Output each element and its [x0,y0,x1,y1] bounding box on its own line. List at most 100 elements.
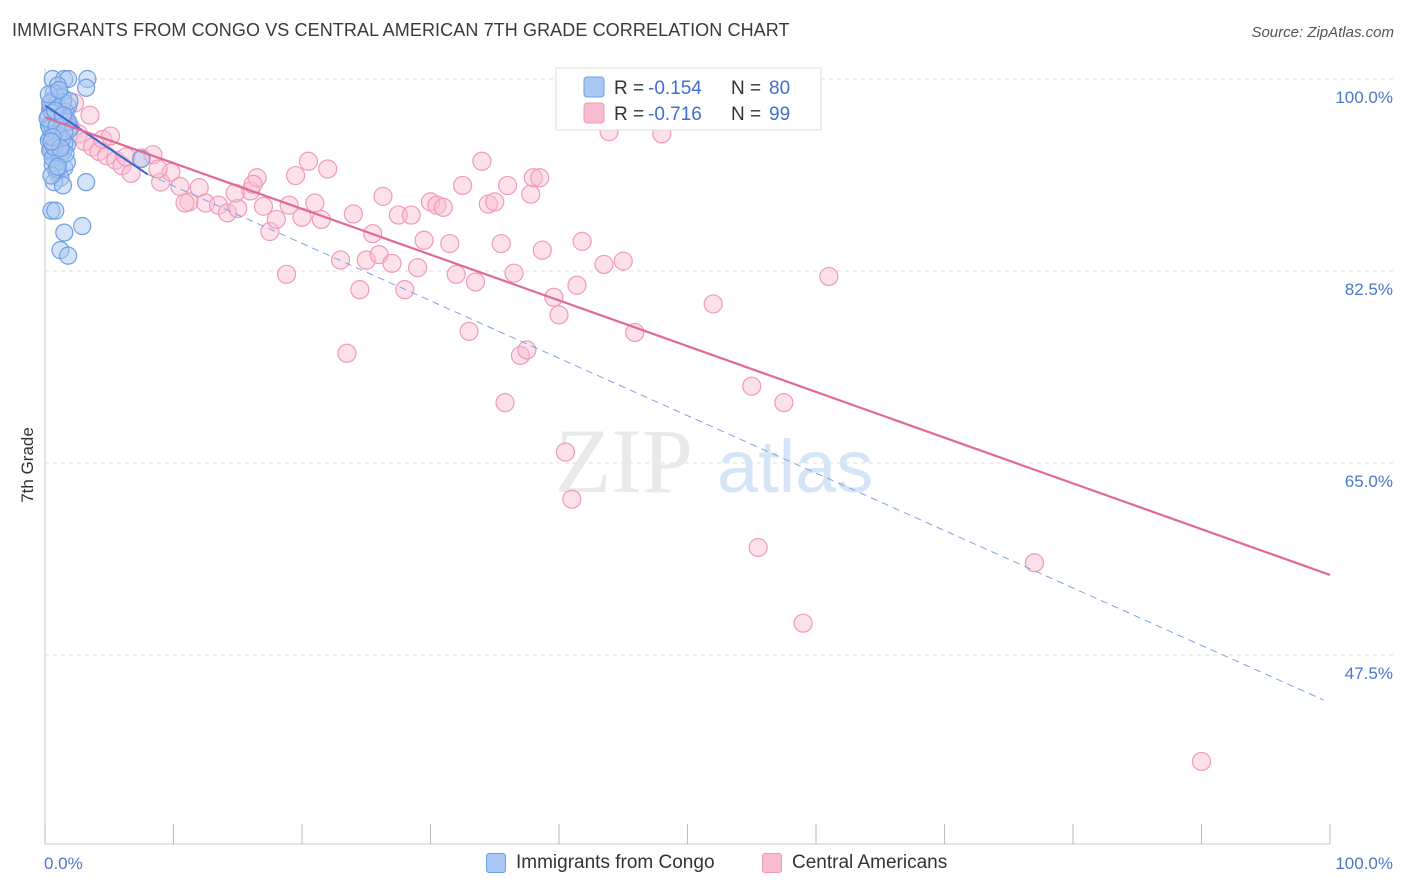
y-tick-label-3: 47.5% [1345,664,1393,683]
central-point-93 [175,193,195,213]
central-point-27 [266,209,286,230]
central-point-35 [318,159,338,179]
central-point-37 [337,343,357,363]
bottom-legend-swatch-central [762,853,782,873]
congo-point-4 [77,78,96,97]
x-tick-label-0: 0.0% [44,854,83,873]
bottom-legend-label-central: Central Americans [792,852,948,873]
central-point-64 [504,263,524,283]
congo-point-71 [50,80,69,100]
central-point-73 [555,442,576,462]
bottom-legend-congo: Immigrants from Congo [486,852,715,874]
x-tick-label-1: 100.0% [1335,854,1393,873]
legend-swatch-congo [583,76,605,98]
congo-point-34 [77,173,96,192]
central-point-79 [613,251,633,271]
legend-n-value-congo: 80 [769,78,790,99]
source-label: Source: ZipAtlas.com [1251,24,1394,41]
central-point-54 [446,264,466,284]
central-point-63 [498,175,518,196]
congo-point-37 [55,223,74,242]
central-point-82 [703,294,723,314]
central-point-86 [793,613,813,633]
legend-n-label-congo: N = [731,78,761,99]
central-point-97 [80,105,100,125]
congo-trend-extension [147,173,1324,701]
central-point-47 [401,205,421,225]
chart-title: IMMIGRANTS FROM CONGO VS CENTRAL AMERICA… [12,20,790,40]
central-point-61 [491,233,511,254]
stats-legend: R = -0.154 N = 80 R = -0.716 N = 99 [555,67,822,131]
congo-point-33 [53,176,73,195]
legend-r-label-central: R = [614,104,644,125]
central-point-60 [485,192,505,212]
central-point-85 [774,393,794,413]
central-point-49 [414,230,434,250]
axes [44,68,1331,845]
central-point-30 [285,165,306,186]
y-tick-label-2: 65.0% [1345,472,1393,491]
y-tick-label-1: 82.5% [1345,280,1393,299]
central-point-62 [495,393,515,413]
central-point-26 [260,221,280,242]
legend-r-label-congo: R = [614,78,644,99]
central-point-48 [408,258,428,278]
central-point-52 [433,197,453,217]
congo-point-40 [59,246,78,265]
central-point-89 [1191,751,1212,772]
central-point-75 [567,275,587,295]
central-point-57 [465,272,486,292]
legend-r-value-central: -0.716 [648,104,702,125]
central-point-71 [544,287,564,307]
central-point-36 [330,250,351,270]
central-point-38 [343,204,363,224]
central-point-88 [1024,553,1045,573]
central-point-69 [530,168,550,188]
central-point-39 [350,280,370,300]
central-point-32 [298,151,319,171]
trend-lines [44,104,1331,701]
central-point-77 [594,254,614,275]
legend-r-value-congo: -0.154 [648,78,702,99]
central-trend-line [44,116,1331,576]
central-point-44 [382,253,402,273]
central-point-28 [276,264,297,284]
watermark-atlas: atlas [717,425,873,508]
congo-point-36 [46,201,65,220]
central-point-84 [748,537,768,558]
central-point-98 [100,126,121,146]
central-point-55 [453,175,473,196]
central-point-72 [549,305,569,325]
central-point-43 [373,186,393,206]
central-point-70 [532,240,552,260]
central-point-76 [572,231,592,251]
grid-lines [45,78,1395,656]
central-point-68 [523,168,543,188]
central-point-74 [562,489,582,509]
central-point-87 [819,266,839,287]
bottom-legend-label-congo: Immigrants from Congo [516,852,715,873]
watermark-zip: ZIP [555,410,693,512]
legend-n-value-central: 99 [769,104,790,125]
y-axis-title: 7th Grade [18,427,37,503]
congo-point-79 [48,157,67,176]
congo-point-78 [42,132,61,151]
central-point-92 [148,159,168,179]
central-point-58 [472,151,492,171]
central-point-21 [217,203,238,223]
x-tick-labels: 0.0% 100.0% [44,854,1393,873]
central-point-66 [517,340,537,360]
legend-swatch-central [583,102,605,124]
legend-n-label-central: N = [731,104,761,125]
bottom-legend-central: Central Americans [762,852,947,874]
central-point-67 [521,184,541,204]
central-point-33 [305,193,325,213]
y-tick-labels: 100.0% 82.5% 65.0% 47.5% [1335,88,1393,683]
bottom-legend-swatch-congo [486,853,506,873]
central-point-53 [440,233,460,254]
y-tick-label-0: 100.0% [1335,88,1393,107]
congo-point-38 [73,216,92,236]
central-point-56 [459,321,479,341]
central-point-83 [742,376,762,396]
